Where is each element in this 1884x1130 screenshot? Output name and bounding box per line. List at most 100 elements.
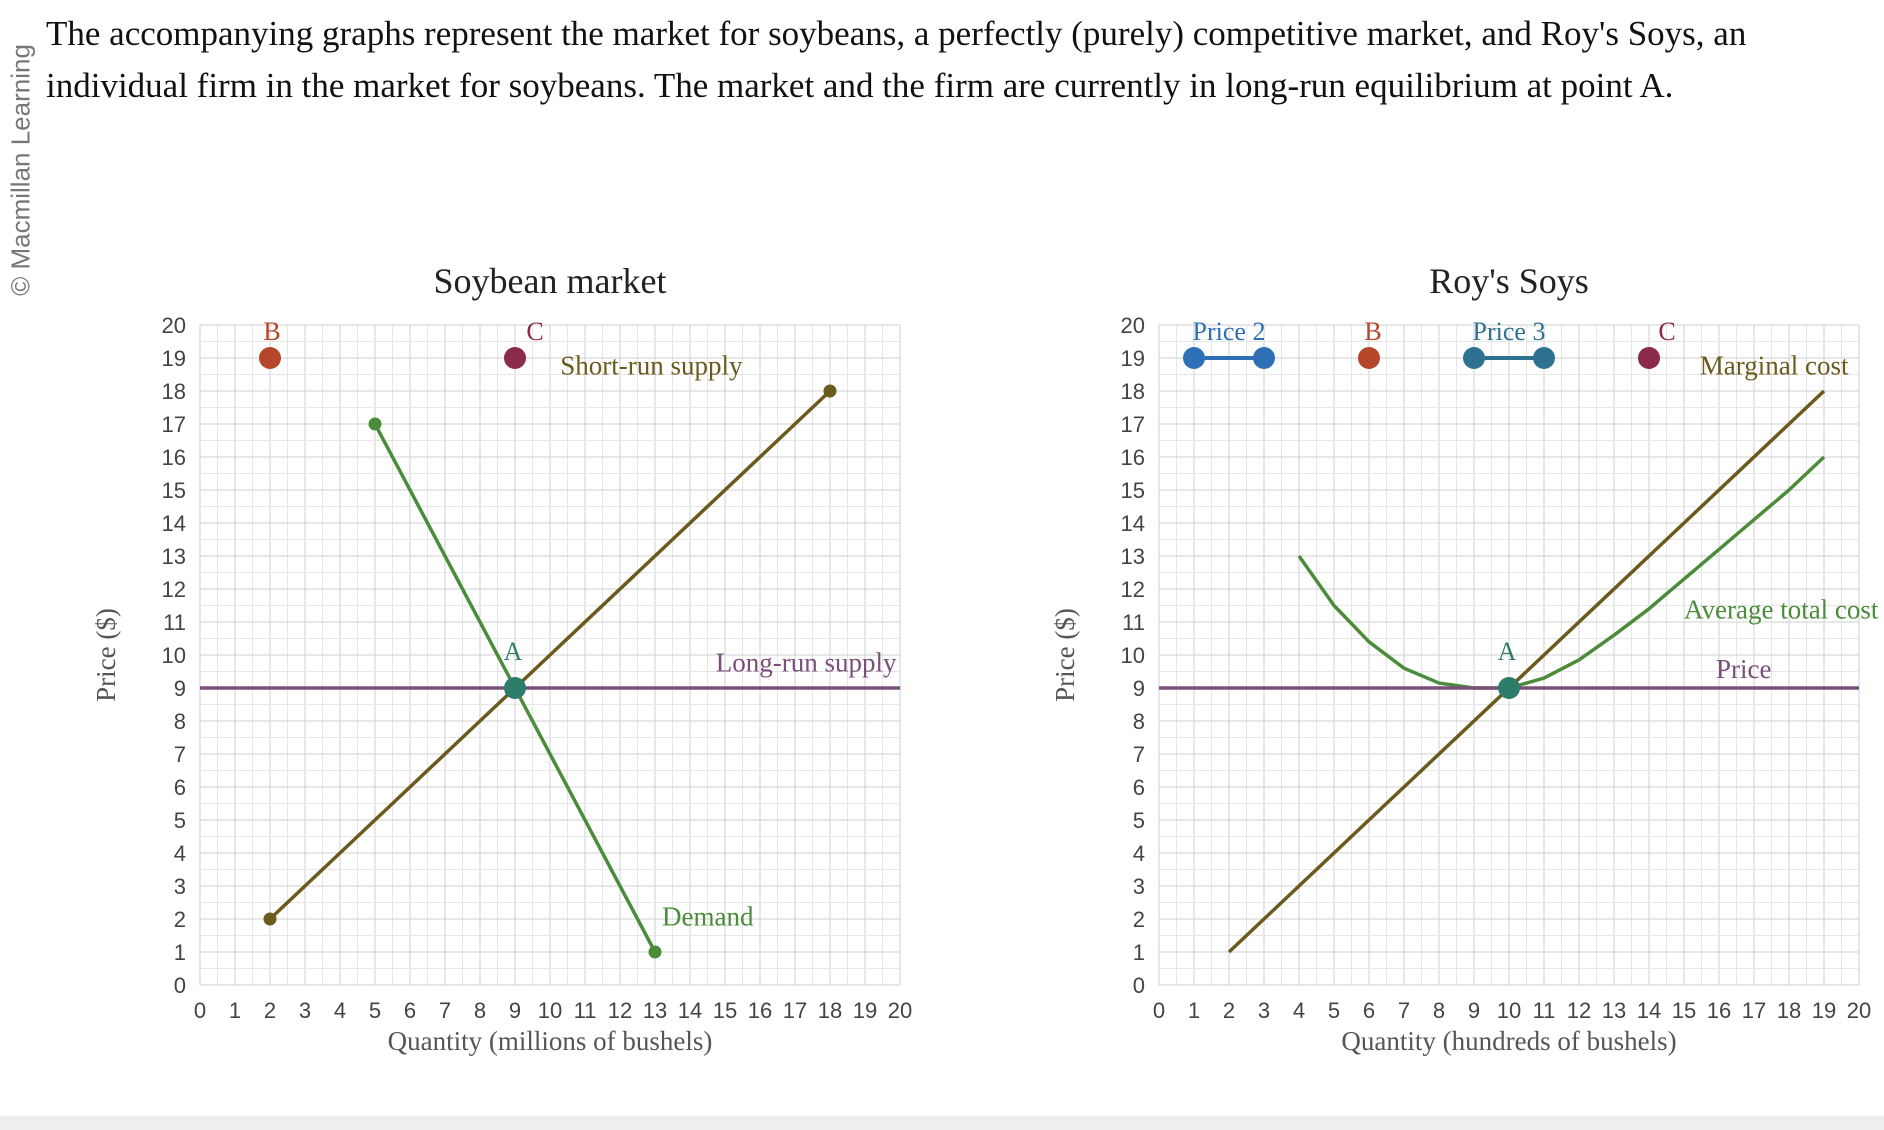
grid (199, 324, 901, 986)
bottom-bar (0, 1116, 1884, 1130)
y-tick-label: 6 (174, 775, 186, 800)
y-axis-label: Price ($) (1050, 608, 1080, 702)
x-tick-label: 19 (853, 998, 877, 1023)
marginal-cost-label: Marginal cost (1700, 351, 1849, 381)
y-tick-label: 7 (1133, 742, 1145, 767)
price-3-handle-start[interactable] (1463, 347, 1485, 369)
chart-title: Soybean market (434, 261, 667, 301)
average-total-cost-label: Average total cost (1684, 595, 1879, 625)
price-2-handle-start[interactable] (1183, 347, 1205, 369)
x-tick-label: 7 (439, 998, 451, 1023)
x-tick-label: 4 (334, 998, 346, 1023)
x-tick-label: 0 (194, 998, 206, 1023)
x-tick-label: 9 (1468, 998, 1480, 1023)
y-tick-label: 14 (162, 511, 186, 536)
point-b-marker[interactable] (1358, 347, 1380, 369)
chart-title: Roy's Soys (1429, 261, 1589, 301)
y-tick-label: 7 (174, 742, 186, 767)
y-tick-label: 18 (1121, 379, 1145, 404)
y-tick-label: 1 (1133, 940, 1145, 965)
short-run-supply-line (268, 389, 832, 921)
point-a-label: A (1498, 637, 1517, 666)
y-tick-label: 1 (174, 940, 186, 965)
y-tick-label: 5 (174, 808, 186, 833)
point-b-label: B (1364, 317, 1381, 346)
point-a-marker[interactable] (1498, 677, 1520, 699)
x-tick-label: 0 (1153, 998, 1165, 1023)
x-tick-label: 3 (1258, 998, 1270, 1023)
demand-endpoint-handle[interactable] (648, 945, 662, 959)
x-axis-label: Quantity (hundreds of bushels) (1341, 1026, 1676, 1056)
x-tick-label: 3 (299, 998, 311, 1023)
x-tick-label: 13 (643, 998, 667, 1023)
x-tick-label: 8 (474, 998, 486, 1023)
short-run-supply-endpoint-handle[interactable] (263, 912, 277, 926)
x-tick-label: 16 (748, 998, 772, 1023)
x-tick-label: 4 (1293, 998, 1305, 1023)
y-tick-label: 10 (162, 643, 186, 668)
y-tick-label: 12 (162, 577, 186, 602)
x-tick-label: 1 (1188, 998, 1200, 1023)
y-tick-label: 13 (162, 544, 186, 569)
x-tick-label: 17 (783, 998, 807, 1023)
x-tick-label: 11 (1533, 998, 1556, 1023)
y-tick-label: 0 (174, 973, 186, 998)
y-tick-label: 19 (1121, 346, 1145, 371)
x-tick-label: 10 (1497, 998, 1521, 1023)
marginal-cost-line (1227, 389, 1826, 954)
y-tick-label: 5 (1133, 808, 1145, 833)
y-tick-label: 15 (1121, 478, 1145, 503)
y-tick-label: 11 (1122, 610, 1145, 635)
x-tick-label: 2 (1223, 998, 1235, 1023)
x-tick-label: 5 (1328, 998, 1340, 1023)
y-tick-label: 16 (1121, 445, 1145, 470)
grid (1158, 324, 1860, 986)
long-run-supply-label: Long-run supply (716, 648, 897, 678)
x-tick-label: 17 (1742, 998, 1766, 1023)
y-tick-label: 20 (1121, 313, 1145, 338)
y-tick-label: 19 (162, 346, 186, 371)
y-tick-label: 4 (1133, 841, 1145, 866)
y-tick-label: 20 (162, 313, 186, 338)
price-3-label: Price 3 (1473, 317, 1546, 346)
short-run-supply-endpoint-handle[interactable] (823, 384, 837, 398)
x-tick-label: 15 (713, 998, 737, 1023)
x-tick-label: 8 (1433, 998, 1445, 1023)
y-tick-label: 13 (1121, 544, 1145, 569)
point-a-label: A (504, 637, 523, 666)
point-b-label: B (263, 317, 280, 346)
y-tick-label: 2 (1133, 907, 1145, 932)
x-tick-label: 13 (1602, 998, 1626, 1023)
point-c-marker[interactable] (504, 347, 526, 369)
x-tick-label: 18 (1777, 998, 1801, 1023)
point-c-marker[interactable] (1638, 347, 1660, 369)
price-label: Price (1716, 654, 1771, 684)
x-tick-label: 11 (574, 998, 597, 1023)
y-tick-label: 8 (1133, 709, 1145, 734)
average-total-cost-line (1297, 455, 1826, 690)
short-run-supply-label: Short-run supply (560, 351, 743, 381)
x-tick-label: 6 (1363, 998, 1375, 1023)
point-c-label: C (1658, 317, 1675, 346)
y-tick-label: 18 (162, 379, 186, 404)
price-2-handle-end[interactable] (1253, 347, 1275, 369)
y-tick-label: 3 (1133, 874, 1145, 899)
point-a-marker[interactable] (504, 677, 526, 699)
x-tick-label: 20 (1847, 998, 1871, 1023)
y-tick-label: 12 (1121, 577, 1145, 602)
x-tick-label: 7 (1398, 998, 1410, 1023)
demand-endpoint-handle[interactable] (368, 417, 382, 431)
y-tick-label: 11 (163, 610, 186, 635)
x-tick-label: 16 (1707, 998, 1731, 1023)
point-b-marker[interactable] (259, 347, 281, 369)
y-tick-label: 14 (1121, 511, 1145, 536)
y-tick-label: 4 (174, 841, 186, 866)
x-tick-label: 1 (229, 998, 241, 1023)
x-tick-label: 18 (818, 998, 842, 1023)
y-tick-label: 9 (174, 676, 186, 701)
y-tick-label: 16 (162, 445, 186, 470)
price-3-handle-end[interactable] (1533, 347, 1555, 369)
x-tick-label: 6 (404, 998, 416, 1023)
